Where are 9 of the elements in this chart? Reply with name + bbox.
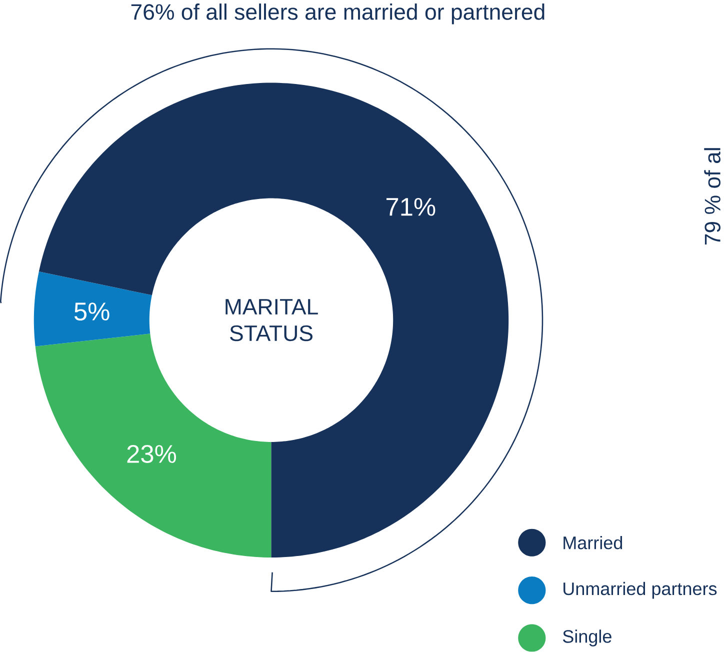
legend-label: Married <box>564 536 622 550</box>
text: MARITAL STATUS <box>226 299 318 342</box>
text: 76% of all sellers are married or partnered <box>131 4 544 24</box>
legend-label: Unmarried partners <box>564 582 717 599</box>
legend-label: Single <box>562 630 612 647</box>
data-label: 71% <box>386 198 436 216</box>
data-label: 5% <box>74 302 110 321</box>
text: 79 % of al <box>704 148 720 245</box>
data-label: 23% <box>127 445 176 464</box>
